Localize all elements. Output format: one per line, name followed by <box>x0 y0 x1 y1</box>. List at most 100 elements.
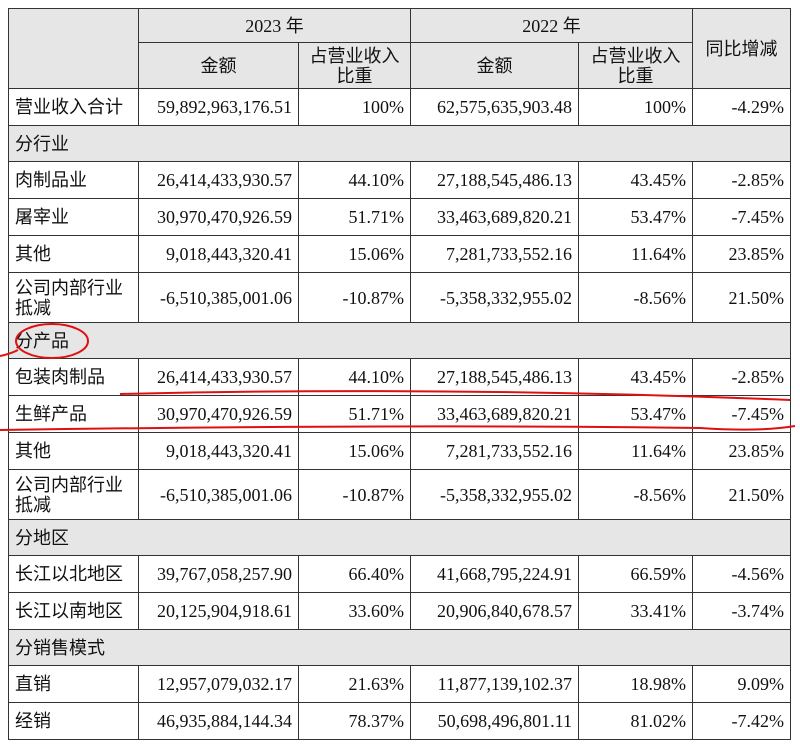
value-cell: -8.56% <box>578 469 693 520</box>
value-cell: 30,970,470,926.59 <box>138 395 299 433</box>
value-cell: -10.87% <box>298 469 411 520</box>
row-label: 经销 <box>8 702 139 740</box>
data-row: 肉制品业 26,414,433,930.57 44.10% 27,188,545,48… <box>8 161 791 199</box>
value-cell: -7.42% <box>692 702 791 740</box>
header-row: 2023 年 2022 年 同比增减 <box>8 8 791 89</box>
value-cell: 50,698,496,801.11 <box>410 702 579 740</box>
value-cell: 20,125,904,918.61 <box>138 592 299 630</box>
value-cell: 100% <box>578 88 693 126</box>
section-cell: 分销售模式 <box>8 629 791 666</box>
value-cell: 100% <box>298 88 411 126</box>
value-cell: 23.85% <box>692 235 791 273</box>
subheader-cell: 占营业收入比重 <box>578 42 693 89</box>
value-cell: -5,358,332,955.02 <box>410 469 579 520</box>
value-cell: -7.45% <box>692 198 791 236</box>
row-label: 包装肉制品 <box>8 358 139 396</box>
value-cell: 39,767,058,257.90 <box>138 555 299 593</box>
value-cell: 53.47% <box>578 198 693 236</box>
row-label: 公司内部行业抵减 <box>8 272 139 323</box>
value-cell: 33,463,689,820.21 <box>410 395 579 433</box>
value-cell: 11,877,139,102.37 <box>410 665 579 703</box>
data-row: 营业收入合计 59,892,963,176.51 100% 62,575,635,90… <box>8 88 791 126</box>
value-cell: 23.85% <box>692 432 791 470</box>
row-label: 肉制品业 <box>8 161 139 199</box>
value-cell: 26,414,433,930.57 <box>138 358 299 396</box>
value-cell: -2.85% <box>692 358 791 396</box>
row-label: 直销 <box>8 665 139 703</box>
value-cell: 81.02% <box>578 702 693 740</box>
data-row: 包装肉制品 26,414,433,930.57 44.10% 27,188,545,4… <box>8 358 791 396</box>
data-row: 屠宰业 30,970,470,926.59 51.71% 33,463,689,820… <box>8 198 791 236</box>
value-cell: -3.74% <box>692 592 791 630</box>
value-cell: -8.56% <box>578 272 693 323</box>
value-cell: -10.87% <box>298 272 411 323</box>
value-cell: 7,281,733,552.16 <box>410 432 579 470</box>
value-cell: 46,935,884,144.34 <box>138 702 299 740</box>
value-cell: 44.10% <box>298 161 411 199</box>
value-cell: -7.45% <box>692 395 791 433</box>
section-cell: 分地区 <box>8 519 791 556</box>
value-cell: 21.50% <box>692 469 791 520</box>
row-label: 生鲜产品 <box>8 395 139 433</box>
value-cell: 66.40% <box>298 555 411 593</box>
value-cell: 21.63% <box>298 665 411 703</box>
value-cell: 43.45% <box>578 161 693 199</box>
value-cell: 51.71% <box>298 395 411 433</box>
header-cell: 2022 年 <box>410 8 693 43</box>
value-cell: -6,510,385,001.06 <box>138 469 299 520</box>
data-row: 直销 12,957,079,032.17 21.63% 11,877,139,102.… <box>8 665 791 703</box>
data-row: 生鲜产品 30,970,470,926.59 51.71% 33,463,689,82… <box>8 395 791 433</box>
value-cell: -6,510,385,001.06 <box>138 272 299 323</box>
value-cell: -4.56% <box>692 555 791 593</box>
value-cell: 53.47% <box>578 395 693 433</box>
data-row: 其他 9,018,443,320.41 15.06% 7,281,733,552.16… <box>8 235 791 273</box>
subheader-cell: 金额 <box>410 42 579 89</box>
section-row: 分产品 <box>8 322 791 359</box>
value-cell: 15.06% <box>298 432 411 470</box>
data-row: 公司内部行业抵减 -6,510,385,001.06 -10.87% -5,358,3… <box>8 469 791 520</box>
value-cell: 11.64% <box>578 432 693 470</box>
value-cell: 9.09% <box>692 665 791 703</box>
data-row: 长江以南地区 20,125,904,918.61 33.60% 20,906,840,… <box>8 592 791 630</box>
data-row: 公司内部行业抵减 -6,510,385,001.06 -10.87% -5,358,3… <box>8 272 791 323</box>
row-label: 公司内部行业抵减 <box>8 469 139 520</box>
row-label: 屠宰业 <box>8 198 139 236</box>
row-label: 营业收入合计 <box>8 88 139 126</box>
value-cell: 12,957,079,032.17 <box>138 665 299 703</box>
value-cell: 59,892,963,176.51 <box>138 88 299 126</box>
value-cell: 27,188,545,486.13 <box>410 161 579 199</box>
row-label: 其他 <box>8 432 139 470</box>
value-cell: -2.85% <box>692 161 791 199</box>
value-cell: 7,281,733,552.16 <box>410 235 579 273</box>
value-cell: 9,018,443,320.41 <box>138 432 299 470</box>
value-cell: 44.10% <box>298 358 411 396</box>
value-cell: 66.59% <box>578 555 693 593</box>
revenue-table: 2023 年 2022 年 同比增减 金额 占营业收入比重 金额 占营业收入比重… <box>8 8 791 740</box>
subheader-cell: 占营业收入比重 <box>298 42 411 89</box>
value-cell: 78.37% <box>298 702 411 740</box>
section-row: 分行业 <box>8 125 791 162</box>
corner-cell <box>8 8 139 89</box>
data-row: 长江以北地区 39,767,058,257.90 66.40% 41,668,795,… <box>8 555 791 593</box>
value-cell: 11.64% <box>578 235 693 273</box>
value-cell: 21.50% <box>692 272 791 323</box>
table-body: 2023 年 2022 年 同比增减 金额 占营业收入比重 金额 占营业收入比重… <box>8 8 791 740</box>
section-row: 分销售模式 <box>8 629 791 666</box>
value-cell: 33.41% <box>578 592 693 630</box>
row-label: 长江以南地区 <box>8 592 139 630</box>
value-cell: 62,575,635,903.48 <box>410 88 579 126</box>
data-row: 其他 9,018,443,320.41 15.06% 7,281,733,552.16… <box>8 432 791 470</box>
section-cell: 分产品 <box>8 322 791 359</box>
value-cell: 9,018,443,320.41 <box>138 235 299 273</box>
header-cell: 2023 年 <box>138 8 411 43</box>
subheader-row: 金额 占营业收入比重 金额 占营业收入比重 <box>9 42 791 89</box>
value-cell: -4.29% <box>692 88 791 126</box>
value-cell: 30,970,470,926.59 <box>138 198 299 236</box>
row-label: 长江以北地区 <box>8 555 139 593</box>
value-cell: 20,906,840,678.57 <box>410 592 579 630</box>
row-label: 其他 <box>8 235 139 273</box>
value-cell: 26,414,433,930.57 <box>138 161 299 199</box>
value-cell: 41,668,795,224.91 <box>410 555 579 593</box>
subheader-cell: 金额 <box>138 42 299 89</box>
